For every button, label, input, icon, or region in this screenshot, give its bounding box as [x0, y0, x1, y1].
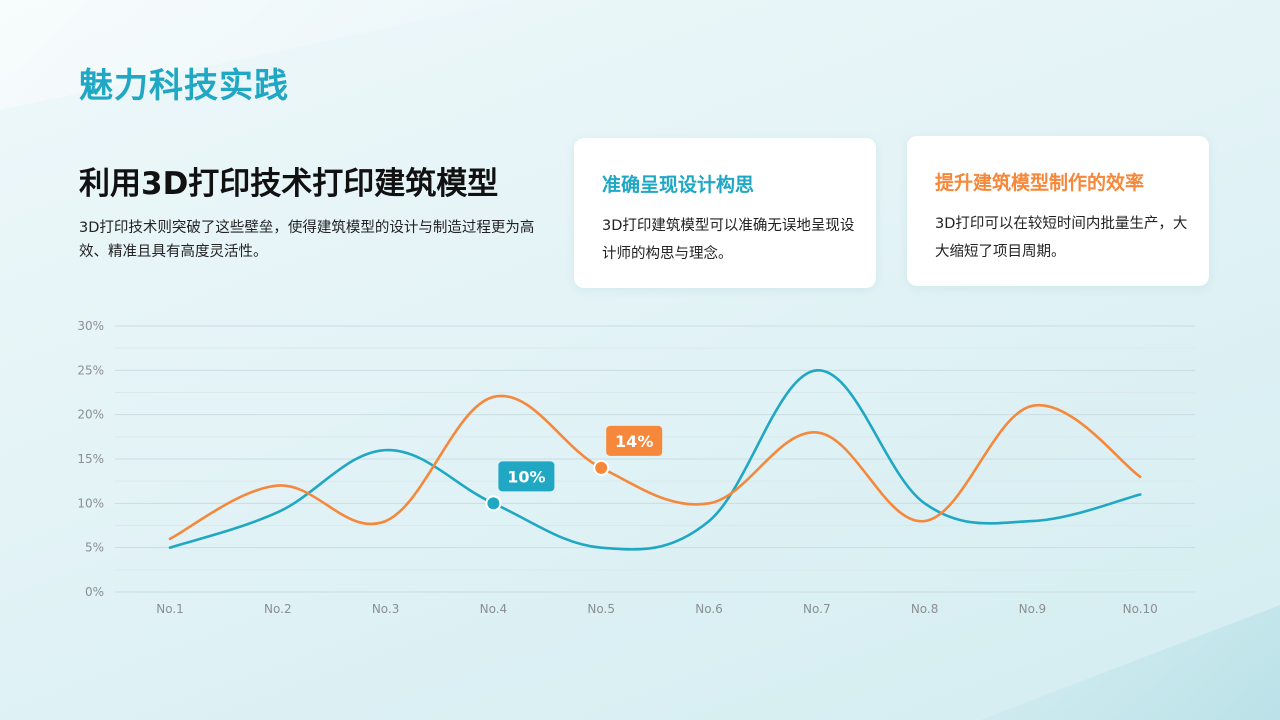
- section-description: 3D打印技术则突破了这些壁垒，使得建筑模型的设计与制造过程更为高效、精准且具有高…: [79, 220, 535, 260]
- x-tick-label: No.3: [372, 602, 400, 616]
- callout-label: 14%: [615, 432, 653, 451]
- y-tick-label: 30%: [77, 319, 104, 333]
- series-line-2: [168, 394, 1142, 541]
- x-tick-label: No.5: [587, 602, 615, 616]
- x-tick-label: No.6: [695, 602, 723, 616]
- feature-card-accuracy: 准确呈现设计构思 3D打印建筑模型可以准确无误地呈现设计师的构思与理念。: [574, 138, 876, 288]
- x-tick-label: No.4: [480, 602, 508, 616]
- callout-label: 10%: [507, 467, 545, 486]
- data-point-marker: [487, 497, 500, 510]
- y-tick-label: 15%: [77, 452, 104, 466]
- card-title: 准确呈现设计构思: [602, 174, 755, 196]
- series-line-1: [168, 369, 1142, 551]
- y-tick-label: 20%: [77, 408, 104, 422]
- x-tick-label: No.1: [156, 602, 184, 616]
- card-text: 3D打印建筑模型可以准确无误地呈现设计师的构思与理念。: [602, 218, 855, 262]
- x-tick-label: No.2: [264, 602, 292, 616]
- x-tick-label: No.9: [1019, 602, 1047, 616]
- callout-box: [606, 425, 663, 456]
- x-tick-label: No.10: [1123, 602, 1158, 616]
- card-text: 3D打印可以在较短时间内批量生产，大大缩短了项目周期。: [935, 216, 1188, 260]
- card-title: 提升建筑模型制作的效率: [935, 172, 1145, 194]
- y-tick-label: 0%: [85, 585, 104, 599]
- page-title: 魅力科技实践: [79, 66, 289, 106]
- section-heading: 利用3D打印技术打印建筑模型: [79, 166, 499, 202]
- y-tick-label: 5%: [85, 541, 104, 555]
- x-tick-label: No.8: [911, 602, 939, 616]
- callout-box: [498, 461, 555, 492]
- feature-card-efficiency: 提升建筑模型制作的效率 3D打印可以在较短时间内批量生产，大大缩短了项目周期。: [907, 136, 1209, 286]
- y-tick-label: 10%: [77, 496, 104, 510]
- line-chart: 0% 5% 10% 15% 20% 25% 30% No.1 No.2 No.3 No.4 No.5 N…: [77, 319, 1195, 616]
- data-point-marker: [595, 461, 608, 474]
- x-tick-label: No.7: [803, 602, 831, 616]
- y-tick-label: 25%: [77, 363, 104, 377]
